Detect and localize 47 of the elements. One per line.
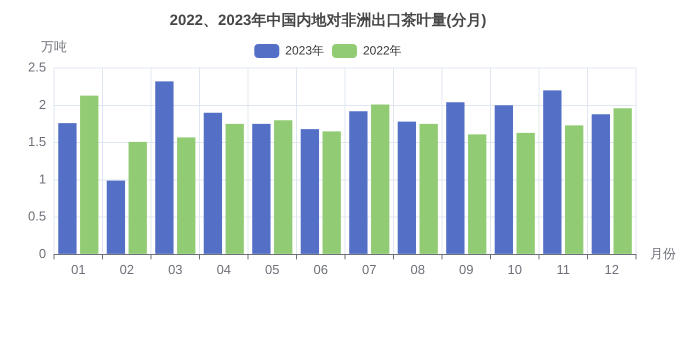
x-tick-label: 06: [314, 262, 328, 277]
y-tick-label: 2: [38, 96, 46, 112]
legend-label: 2023年: [285, 43, 324, 58]
x-axis-title: 月份: [650, 246, 676, 261]
bar: [128, 142, 147, 254]
bar: [322, 131, 341, 254]
bar: [543, 90, 562, 254]
x-tick-label: 07: [362, 262, 377, 277]
legend-label: 2022年: [363, 43, 402, 58]
x-tick-label: 05: [265, 262, 280, 277]
bar: [80, 96, 98, 254]
bar: [592, 114, 610, 254]
x-tick-label: 02: [120, 262, 134, 277]
y-tick-label: 0: [38, 246, 46, 261]
bar: [446, 102, 465, 254]
bar: [614, 108, 632, 254]
x-tick-label: 11: [556, 262, 570, 277]
bar: [349, 111, 368, 254]
y-axis-title: 万吨: [41, 39, 68, 54]
x-tick-label: 03: [168, 262, 183, 277]
bar: [516, 132, 535, 254]
bar: [252, 124, 271, 254]
bar: [58, 123, 77, 254]
x-tick-label: 04: [216, 262, 232, 277]
bar: [371, 104, 390, 254]
bar: [155, 81, 174, 254]
bar: [177, 137, 196, 254]
x-tick-label: 08: [410, 262, 426, 277]
x-tick-label: 10: [508, 262, 522, 277]
bar: [204, 112, 222, 254]
x-tick-label: 12: [604, 262, 619, 277]
bar: [300, 129, 320, 254]
y-tick-label: 1: [38, 171, 46, 186]
x-tick-label: 09: [459, 262, 474, 277]
bar: [398, 122, 416, 254]
y-tick-label: 2.5: [28, 60, 46, 75]
bar: [565, 125, 584, 254]
bar: [420, 124, 438, 254]
y-tick-label: 1.5: [28, 134, 46, 150]
y-tick-label: 0.5: [28, 208, 46, 224]
bar: [494, 105, 514, 254]
bar: [274, 120, 292, 254]
bar: [106, 180, 126, 254]
x-tick-label: 01: [71, 262, 86, 277]
bar: [468, 134, 486, 254]
chart-title: 2022、2023年中国内地对非洲出口茶叶量(分月): [170, 12, 486, 30]
bar: [226, 124, 244, 254]
